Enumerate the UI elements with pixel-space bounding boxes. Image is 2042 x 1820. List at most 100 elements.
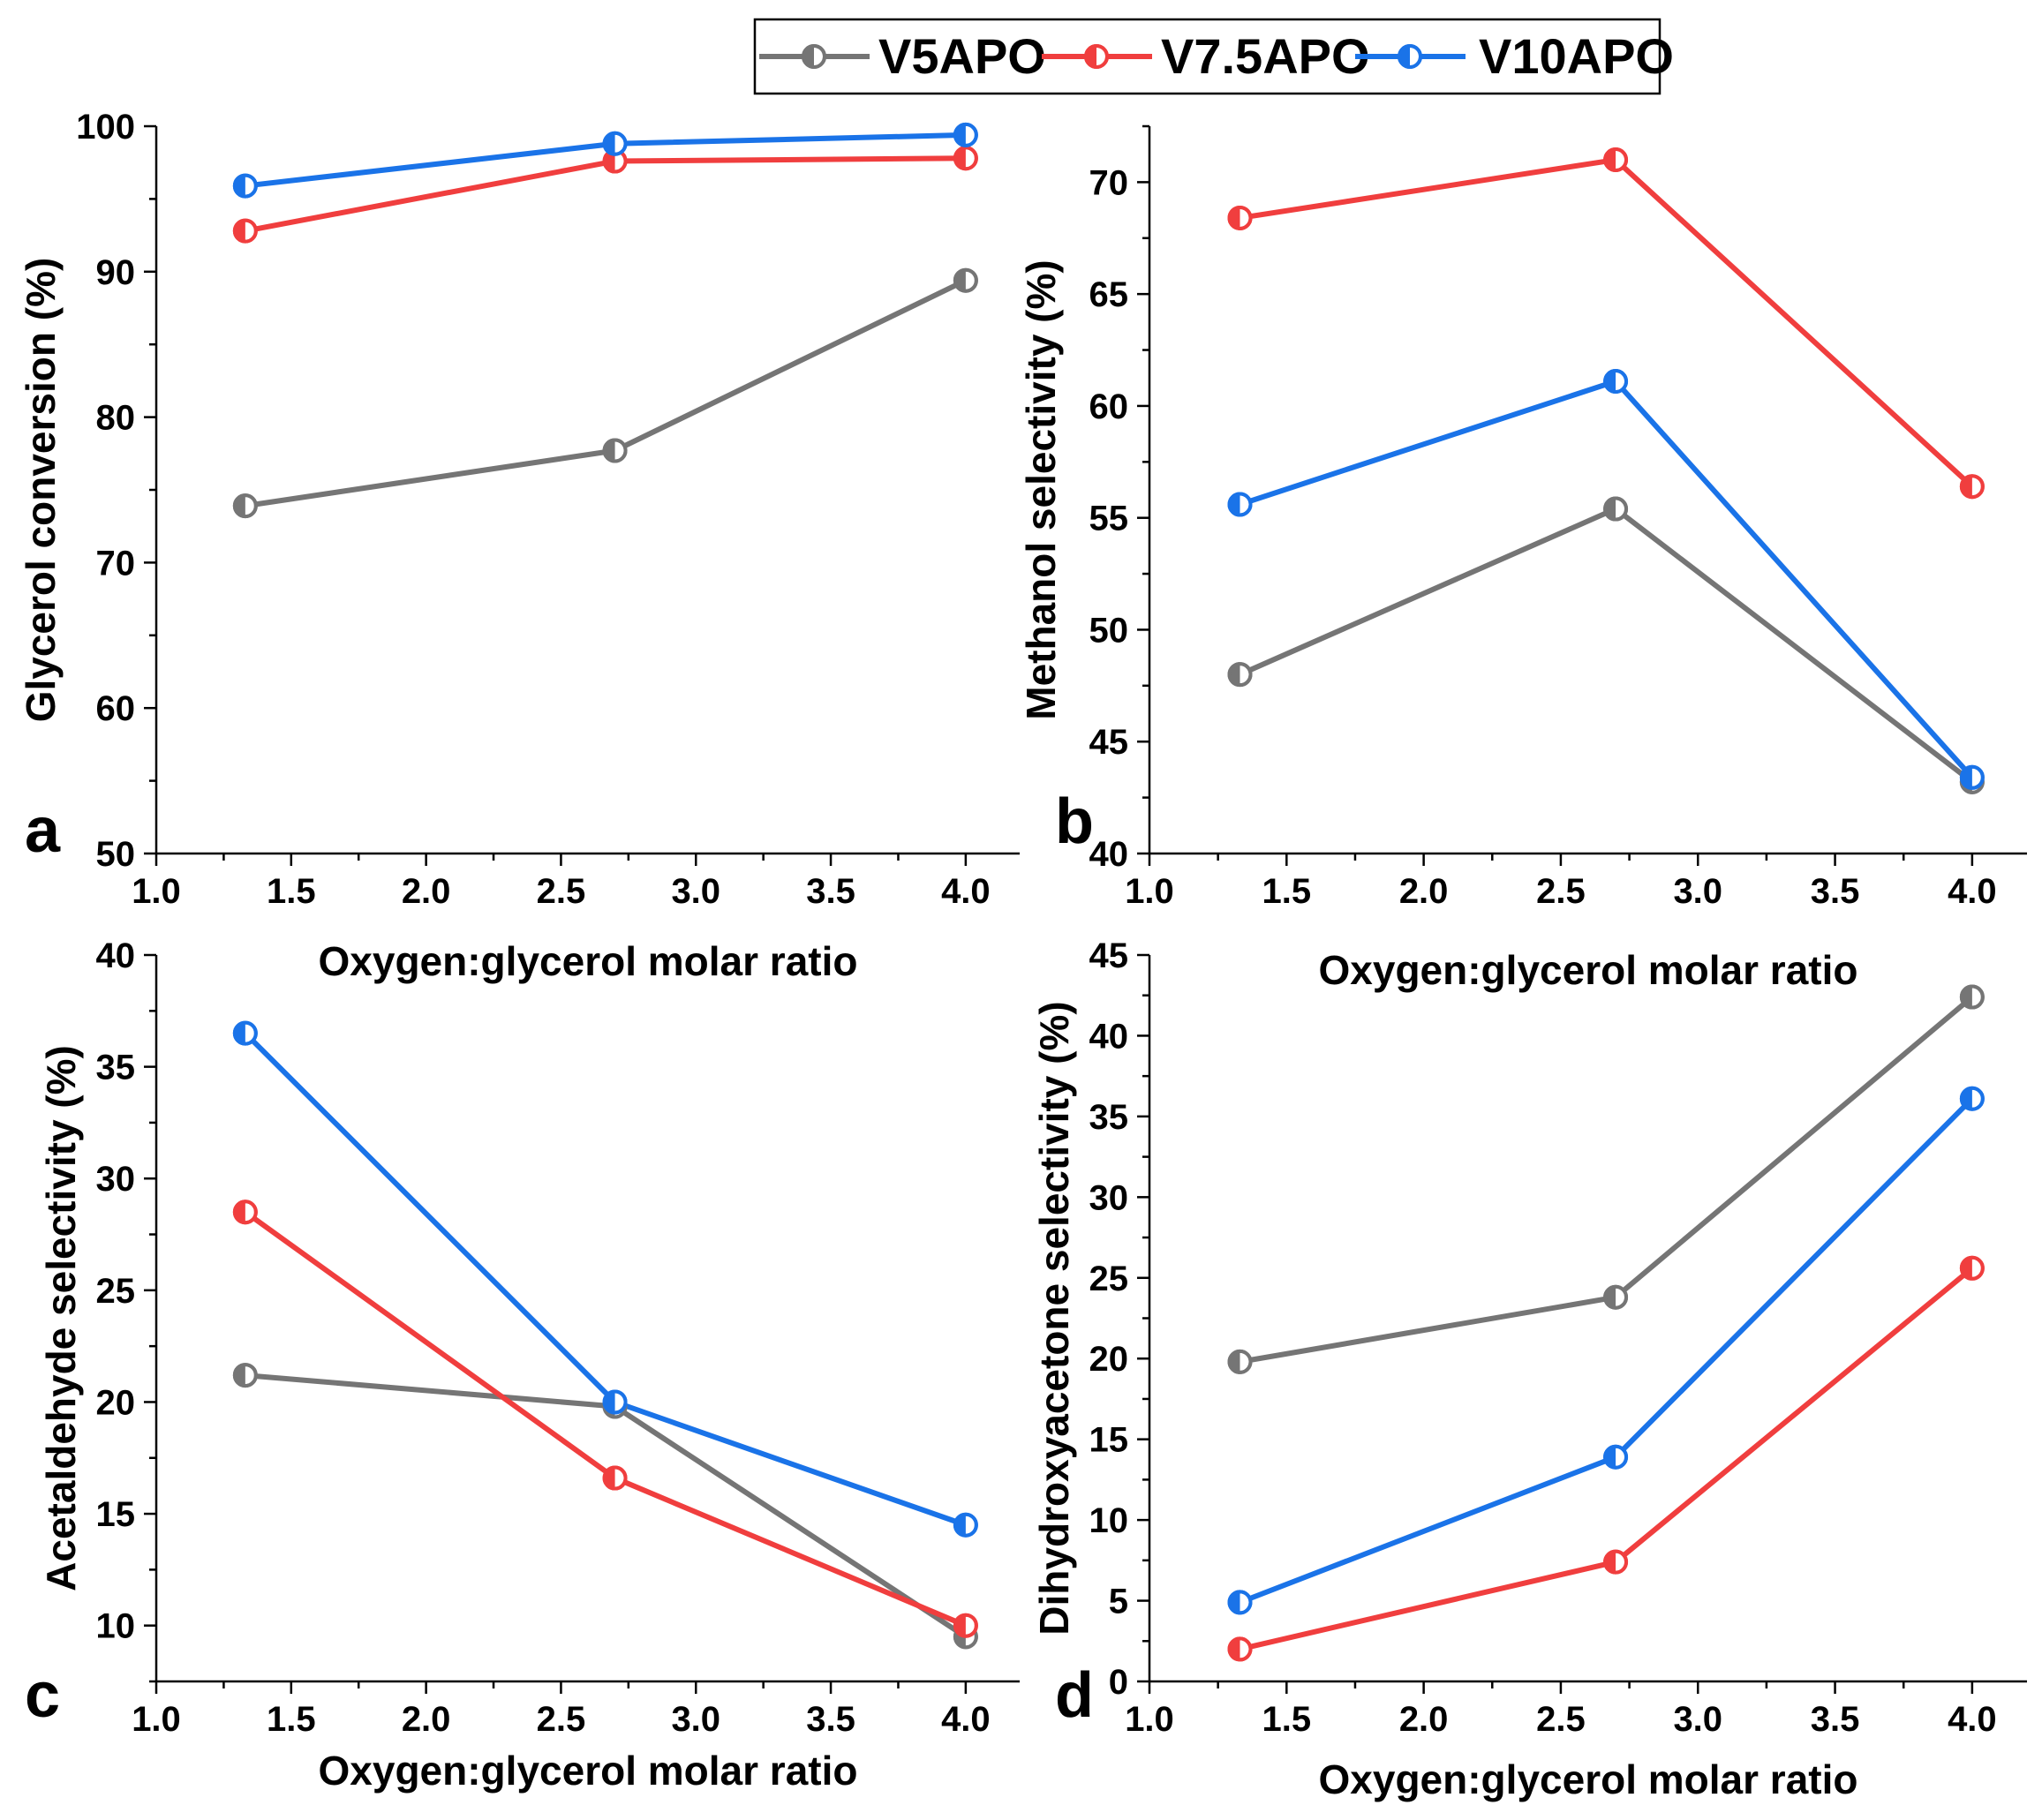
data-point-v7-5apo: [1603, 147, 1629, 173]
legend-entry-v7-5apo: V7.5APO: [1042, 28, 1370, 84]
y-tick-label: 25: [1089, 1260, 1129, 1298]
data-point-v5apo: [1603, 496, 1629, 522]
y-tick-label: 80: [96, 399, 136, 438]
series-line-v5apo: [245, 277, 968, 509]
x-tick-label: 2.0: [1399, 1700, 1449, 1739]
panels: 1.0 1.5 2.0 2.5 3.0 3.5 4.0 50 60 70 80 90 100 Oxygen…: [18, 108, 2027, 1802]
x-tick-label: 3.0: [1673, 872, 1722, 911]
panel-label: d: [1055, 1660, 1094, 1731]
x-tick-label: 4.0: [1948, 872, 1997, 911]
x-tick-label: 2.5: [537, 872, 586, 911]
x-tick-label: 3.5: [806, 872, 855, 911]
legend-label: V10APO: [1479, 28, 1674, 84]
data-point-v10apo: [1603, 369, 1629, 395]
panel-c: 1.0 1.5 2.0 2.5 3.0 3.5 4.0 10 15 20 25 30 35 40 Oxyge…: [25, 936, 1020, 1794]
y-axis-title: Methanol selectivity (%): [1018, 259, 1064, 719]
series-line-v10apo: [1239, 1096, 1975, 1606]
x-tick-label: 1.0: [1125, 872, 1174, 911]
y-axis-title: Acetaldehyde selectivity (%): [38, 1045, 84, 1591]
legend-label: V5APO: [878, 28, 1046, 84]
data-point-v7-5apo: [232, 218, 258, 244]
y-tick-label: 15: [96, 1495, 136, 1534]
y-tick-label: 90: [96, 253, 136, 292]
y-tick-label: 70: [96, 544, 136, 583]
x-tick-label: 3.0: [671, 1700, 720, 1739]
y-tick-label: 50: [1089, 611, 1129, 650]
y-tick-label: 50: [96, 835, 136, 874]
y-tick-label: 40: [96, 936, 136, 975]
y-tick-label: 35: [1089, 1098, 1129, 1137]
panel-label: a: [25, 795, 61, 866]
x-tick-label: 2.5: [537, 1700, 586, 1739]
panel-label: c: [25, 1660, 60, 1731]
data-point-v10apo: [232, 1020, 258, 1046]
data-point-v10apo: [1227, 492, 1253, 517]
y-tick-label: 45: [1089, 723, 1129, 762]
x-tick-label: 2.5: [1536, 1700, 1586, 1739]
panel-a: 1.0 1.5 2.0 2.5 3.0 3.5 4.0 50 60 70 80 90 100 Oxygen…: [18, 108, 1020, 984]
x-tick-label: 1.5: [1262, 1700, 1312, 1739]
x-tick-label: 3.5: [1811, 1700, 1860, 1739]
data-point-v5apo: [232, 1363, 258, 1388]
data-point-v7-5apo: [953, 1613, 978, 1638]
legend-entry-v5apo: V5APO: [759, 28, 1046, 84]
y-tick-label: 100: [76, 108, 135, 147]
x-tick-label: 3.5: [806, 1700, 855, 1739]
panel-d: 1.0 1.5 2.0 2.5 3.0 3.5 4.0 0 5 10 15 20 25 30 35 40 45 O…: [1031, 936, 2027, 1802]
y-tick-label: 60: [1089, 387, 1129, 426]
x-axis-title: Oxygen:glycerol molar ratio: [1319, 1756, 1858, 1802]
x-tick-label: 2.0: [402, 1700, 451, 1739]
y-tick-label: 55: [1089, 500, 1129, 538]
y-tick-label: 45: [1089, 936, 1129, 975]
y-tick-label: 30: [96, 1160, 136, 1199]
x-tick-label: 1.5: [267, 872, 316, 911]
x-tick-label: 3.0: [1673, 1700, 1722, 1739]
y-axis-title: Glycerol conversion (%): [18, 258, 64, 723]
x-tick-label: 2.5: [1536, 872, 1586, 911]
x-tick-label: 4.0: [1948, 1700, 1997, 1739]
x-tick-label: 1.0: [132, 872, 181, 911]
y-tick-label: 40: [1089, 835, 1129, 874]
series-line-v5apo: [1239, 995, 1974, 1365]
legend-box: [753, 18, 1661, 95]
y-tick-label: 60: [96, 689, 136, 728]
legend-entry-v10apo: V10APO: [1355, 28, 1674, 84]
y-tick-label: 30: [1089, 1178, 1129, 1217]
data-point-v10apo: [953, 122, 978, 147]
data-point-v5apo: [1603, 1284, 1629, 1310]
x-tick-label: 4.0: [941, 1700, 991, 1739]
series-line-v5apo: [1239, 506, 1974, 785]
legend-marker: [1398, 44, 1422, 69]
panel-label: b: [1055, 786, 1094, 857]
data-point-v10apo: [602, 131, 628, 156]
data-point-v5apo: [602, 438, 628, 463]
x-tick-label: 2.0: [402, 872, 451, 911]
legend-marker: [802, 44, 826, 69]
y-tick-label: 70: [1089, 163, 1129, 202]
data-point-v5apo: [1227, 1349, 1253, 1374]
data-point-v10apo: [1959, 764, 1985, 790]
data-point-v7-5apo: [1959, 1255, 1985, 1281]
data-point-v5apo: [1959, 984, 1985, 1010]
panel-b: 1.0 1.5 2.0 2.5 3.0 3.5 4.0 40 45 50 55 60 65 70 Oxyge…: [1018, 124, 2027, 993]
legend-marker: [1084, 44, 1109, 69]
y-tick-label: 40: [1089, 1017, 1129, 1056]
data-point-v7-5apo: [602, 1465, 628, 1491]
legend: V5APO V7.5APO V10APO: [753, 18, 1674, 95]
series-line-v10apo: [1239, 379, 1975, 779]
data-point-v10apo: [232, 173, 258, 199]
data-point-v10apo: [953, 1512, 978, 1538]
y-tick-label: 5: [1109, 1583, 1128, 1621]
y-tick-label: 20: [1089, 1340, 1129, 1379]
data-point-v7-5apo: [1227, 1636, 1253, 1662]
legend-label: V7.5APO: [1161, 28, 1370, 84]
data-point-v10apo: [602, 1389, 628, 1415]
series-line-v7-5apo: [245, 155, 966, 234]
data-point-v5apo: [953, 267, 978, 293]
y-tick-label: 20: [96, 1383, 136, 1422]
y-tick-label: 10: [96, 1607, 136, 1646]
data-point-v7-5apo: [953, 146, 978, 171]
data-point-v7-5apo: [1227, 205, 1253, 230]
data-point-v7-5apo: [1603, 1549, 1629, 1575]
